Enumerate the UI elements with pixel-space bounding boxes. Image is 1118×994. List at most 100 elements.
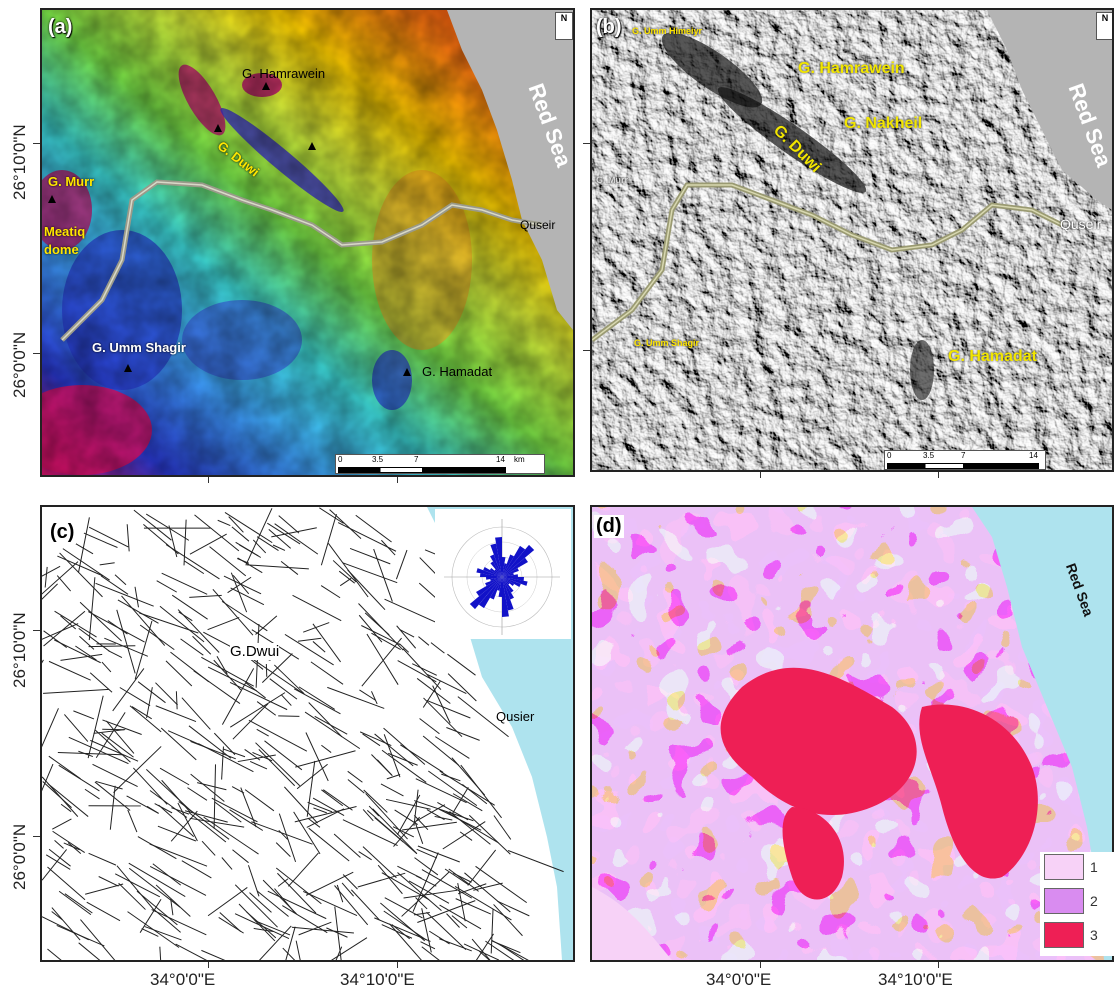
place-label-hamrawein: G. Hamrawein (798, 60, 905, 77)
lineament-line (90, 739, 139, 762)
lineament-line (190, 773, 225, 802)
lineament-line (278, 829, 289, 840)
lineament-line (358, 603, 404, 651)
lineament-line (224, 512, 273, 544)
rose-petal (476, 568, 502, 577)
legend-swatch (1044, 922, 1084, 948)
lineament-line (400, 744, 444, 773)
lineament-line (87, 695, 104, 759)
lineament-line (126, 524, 130, 552)
lineament-line (395, 549, 408, 580)
lineament-line (99, 562, 115, 566)
axis-tick (397, 962, 398, 968)
lineament-line (491, 939, 529, 960)
lineament-line (75, 645, 97, 661)
place-label-umm-shagir: G. Umm Shagir (92, 340, 186, 355)
lineament-line (402, 821, 457, 831)
axis-tick (760, 472, 761, 478)
lineament-line (282, 905, 328, 934)
rose-petal (502, 554, 514, 577)
lineament-line (362, 733, 381, 747)
lineament-line (78, 942, 101, 960)
lineament-line (45, 854, 71, 870)
lineament-line (258, 749, 296, 787)
lineament-line (371, 754, 392, 776)
lineament-line (77, 517, 90, 573)
lineament-line (332, 560, 357, 583)
lineament-line (213, 732, 236, 756)
lineament-line (149, 865, 207, 896)
lineament-line (446, 913, 460, 928)
lineament-line (366, 633, 399, 685)
lineament-line (221, 857, 233, 870)
lineament-line (94, 781, 131, 811)
lineament-line (463, 943, 500, 960)
rose-petal (502, 577, 528, 586)
rose-petal (478, 577, 502, 609)
lineament-line (396, 625, 417, 649)
lineament-line (238, 903, 276, 942)
lineament-line (141, 928, 159, 937)
lineament-line (159, 605, 205, 643)
lineament-line (397, 660, 437, 683)
sea-area (972, 507, 1112, 960)
rose-petal (502, 568, 519, 577)
lineament-line (234, 913, 290, 940)
lineament-line (437, 801, 469, 821)
lineament-line (362, 809, 374, 822)
lineament-line (383, 910, 427, 941)
lineament-line (209, 546, 247, 577)
latitude-label-top-a: 26°10'0"N (10, 124, 29, 200)
lineament-line (86, 901, 121, 922)
lineament-line (80, 919, 116, 960)
lineament-line (421, 908, 432, 953)
lineament-line (277, 878, 289, 887)
lineament-line (107, 620, 128, 635)
lineament-line (63, 842, 80, 851)
lineament-line (118, 882, 146, 910)
axis-tick (208, 477, 209, 483)
lineament-line (402, 648, 442, 690)
lineament-line (421, 946, 440, 960)
lineament-line (145, 513, 190, 541)
lineament-line (308, 702, 343, 738)
lineament-line (42, 623, 79, 640)
lineament-line (42, 781, 72, 809)
rose-petal (502, 544, 535, 577)
rose-petal (502, 557, 506, 577)
lineament-line (88, 852, 117, 866)
lineament-line (359, 689, 376, 701)
lineament-line (58, 890, 92, 916)
lineament-line (385, 798, 431, 810)
lineament-line (380, 783, 404, 797)
lineament-line (335, 946, 343, 960)
place-label-murr: G. Murr (48, 174, 95, 189)
red-sea-area (987, 10, 1112, 210)
lineament-line (447, 653, 476, 676)
lineament-line (303, 622, 330, 633)
longitude-label-left-c: 34°0'0"E (150, 970, 216, 989)
lineament-line (415, 778, 467, 804)
lineament-line (372, 808, 418, 854)
place-label-quseir: Quseir (1060, 216, 1102, 232)
lineament-line (262, 879, 297, 915)
lineament-line (247, 865, 260, 897)
lineament-line (84, 788, 100, 800)
lineament-line (88, 526, 129, 548)
high-density-zone (782, 807, 844, 900)
legend-item: 1 (1044, 854, 1114, 882)
lineament-line (131, 706, 152, 720)
lineament-line (485, 940, 515, 960)
lineament-line (223, 748, 246, 758)
scale-bar: 0 3.5 7 14 (884, 450, 1046, 470)
lineament-line (47, 866, 86, 901)
lineament-line (79, 635, 95, 650)
lineament-line (112, 668, 145, 712)
legend-item: 3 (1044, 922, 1114, 950)
lineament-line (383, 734, 401, 778)
lineament-line (455, 898, 492, 915)
peak-marker-murr (48, 195, 56, 203)
lineament-line (421, 869, 473, 899)
lineament-line (256, 890, 289, 917)
lineament-line (342, 874, 358, 890)
